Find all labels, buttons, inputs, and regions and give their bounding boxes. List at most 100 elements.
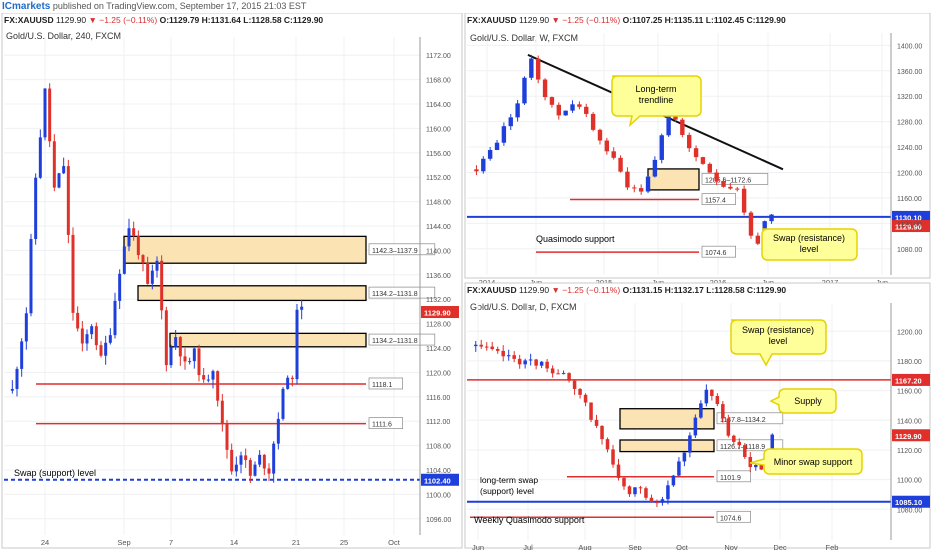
d-level-label-box-3 [716,510,751,523]
h4-y-tick: 1104.00 [426,468,451,475]
d-candle-body [545,361,549,369]
w-candle-body [487,149,493,159]
d-candle-body [699,403,703,418]
h4-candle-body [113,300,117,336]
h4-time-axis[interactable]: 24 Sep 7 14 21 25 Oct [41,538,401,547]
h4-x-tick: 7 [169,538,173,547]
trendline-callout-text-line-2: trendline [639,95,674,105]
w-candle-body [700,157,706,164]
w-candle-body [590,113,596,130]
d-candle-body [594,419,599,426]
h4-y-tick: 1120.00 [426,370,451,377]
d-x-tick: Jul [523,543,533,550]
long-term-swap-label: long-term swap (support) level [480,475,538,496]
d-level-label-3: 1074.6 [720,515,742,522]
swap-resistance-callout-daily-text-line-1: Swap (resistance) [742,325,814,335]
w-y-tick: 1320.00 [897,94,922,101]
w-candle-body [508,117,513,127]
d-level-tag-0: 1167.20 [895,376,922,385]
d-candle-body [644,488,648,498]
h4-candle-body [66,166,70,235]
h4-y-tick: 1148.00 [426,200,451,207]
weekly-price-axis[interactable]: 1080.00 1120.00 1160.00 1200.00 1240.00 1280.… [890,33,922,275]
h4-candle-body [183,356,187,362]
brand-name[interactable]: ICmarkets [2,1,51,12]
d-candle-body [605,439,610,450]
d-candle-body [655,502,659,504]
w-candle-body [632,187,637,189]
d-candle-body [737,441,742,446]
w-candle-body [769,214,774,222]
h4-candle-body [155,260,159,271]
weekly-quasimodo-label: Weekly Quasimodo support [474,515,585,525]
d-y-tick: 1180.00 [897,359,922,366]
d-candle-body [539,361,544,366]
h4-price-axis[interactable]: 1096.00 1100.00 1104.00 1108.00 1112.00 1116.… [419,37,451,535]
h4-candle-body [71,234,75,313]
d-candle-body [556,373,560,375]
d-candle-body [523,360,527,365]
h4-y-tick: 1096.00 [426,517,451,524]
d-candle-body [682,452,687,462]
h4-y-tick: 1156.00 [426,151,451,158]
daily-time-axis[interactable]: Jun Jul Aug Sep Oct Nov Dec Feb [472,543,839,550]
h4-candle-body [141,255,145,263]
w-candle-body [625,171,630,188]
w-candle-body [687,134,692,149]
d-candle-body [633,487,637,495]
daily-price-axis[interactable]: 1080.00 1100.00 1120.00 1140.00 1160.00 1180.… [890,303,922,540]
h4-candle-body [178,337,182,357]
h4-candle-body [267,468,271,474]
h4-candle-body [24,313,28,342]
swap-resistance-callout-weekly: Swap (resistance) level [761,228,858,261]
w-candle-body [659,135,664,160]
h4-candle-body [122,246,126,274]
h4-level-label-0: 1118.1 [372,382,392,389]
w-candle-body [735,188,740,190]
h4-level-label-1: 1111.6 [372,422,392,429]
h4-candle-body [253,464,257,476]
d-zone-label-1: 1126.7–1118.9 [720,444,765,451]
w-candle-body [515,103,520,118]
w-candle-body [481,158,486,172]
d-x-tick: Dec [773,543,787,550]
h4-candle-body [108,335,112,343]
swap-resistance-callout-weekly-text-line-2: level [800,244,819,254]
swap-resistance-callout-weekly-text: Swap (resistance) level [773,233,845,254]
d-candle-body [528,359,533,361]
d-x-tick: Feb [826,543,839,550]
d-candle-body [578,388,582,395]
h4-zone-1 [137,285,367,302]
d-x-tick: Aug [578,543,591,550]
d-candle-body [721,404,725,419]
h4-price-tag-bg [421,306,459,319]
w-y-tick: 1080.00 [897,247,922,254]
d-candle-body [501,350,505,357]
h4-level-tag-bg-2 [421,473,459,486]
h4-candle-body [76,312,80,329]
h4-candle-body [216,371,220,401]
h4-candle-body [146,262,150,284]
h4-candle-body [286,377,290,389]
h4-candle-body [90,326,94,335]
minor-swap-callout-text: Minor swap support [774,457,853,467]
h4-candle-body [281,388,285,419]
h4-candle-body [38,137,42,178]
d-candle-body [589,402,593,420]
d-candle-body [627,486,632,495]
h4-candle-body [192,348,196,362]
h4-candle-body [239,455,243,465]
d-candle-body [517,358,522,365]
d-x-tick: Nov [724,543,738,550]
d-candle-body [616,464,621,478]
w-candle-body [604,140,610,152]
h4-candle-body [248,460,252,476]
w-candle-body [584,106,589,114]
h4-y-tick: 1128.00 [426,322,451,329]
w-candle-body [755,235,761,244]
h4-candle-body [118,273,122,301]
trendline-callout-text-line-1: Long-term [635,84,676,94]
h4-candle-body [127,228,131,247]
w-zone-label-box-0 [701,173,769,185]
publish-info: published on TradingView.com, September … [52,1,307,11]
